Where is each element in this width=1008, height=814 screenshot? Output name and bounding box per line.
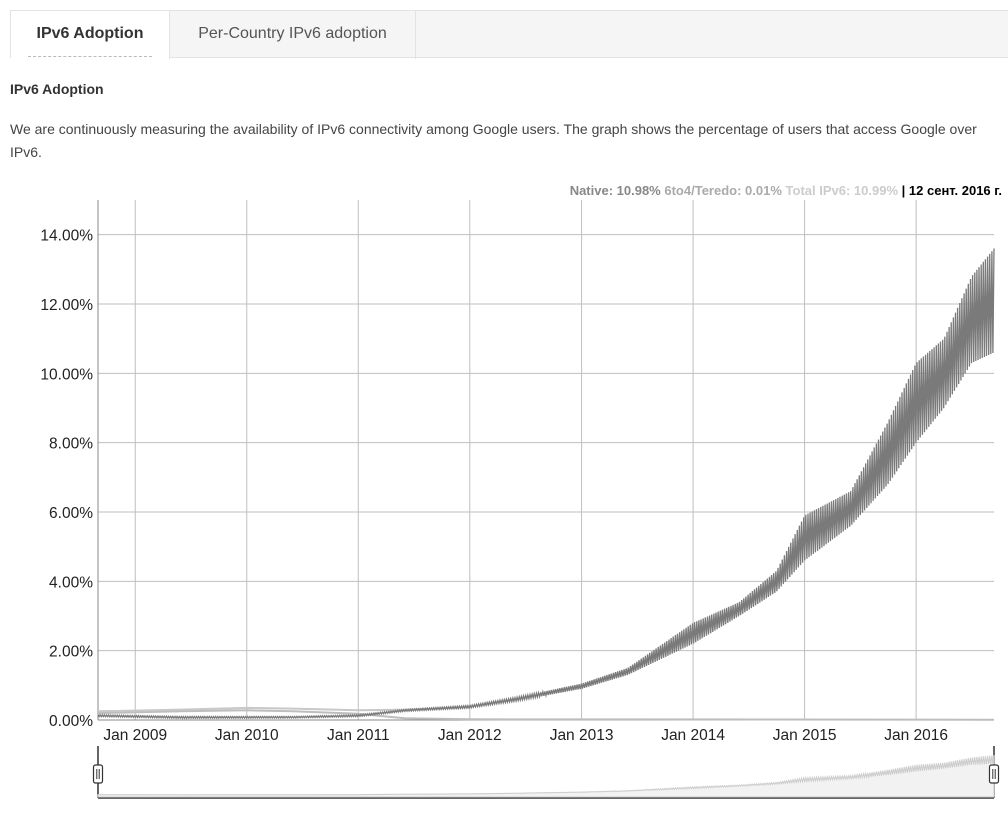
section-title: IPv6 Adoption [10, 81, 104, 97]
tab-ipv6-adoption[interactable]: IPv6 Adoption [11, 11, 170, 59]
y-tick-label: 10.00% [40, 366, 93, 383]
y-tick-label: 6.00% [49, 505, 93, 522]
y-tick-label: 12.00% [40, 297, 93, 314]
series-native-line [97, 248, 995, 720]
navigator-left-handle[interactable] [92, 764, 104, 784]
x-tick-label: Jan 2016 [884, 727, 948, 744]
active-tab-underline [28, 56, 152, 57]
tab-ipv6-adoption-label: IPv6 Adoption [36, 25, 144, 42]
x-tick-label: Jan 2012 [438, 727, 502, 744]
x-tick-label: Jan 2013 [550, 727, 614, 744]
x-tick-label: Jan 2015 [773, 727, 837, 744]
x-tick-label: Jan 2014 [661, 727, 725, 744]
legend-teredo: 6to4/Teredo: 0.01% [664, 183, 782, 198]
legend-native: Native: 10.98% [569, 183, 661, 198]
series-teredo-line [97, 709, 995, 721]
x-tick-label: Jan 2009 [103, 727, 167, 744]
legend-separator: | [901, 183, 906, 198]
x-tick-label: Jan 2011 [327, 727, 390, 744]
y-tick-label: 8.00% [49, 436, 93, 453]
chart-legend: Native: 10.98% 6to4/Teredo: 0.01% Total … [570, 183, 1002, 198]
y-tick-label: 4.00% [49, 574, 93, 591]
y-tick-label: 14.00% [40, 228, 93, 245]
section-description: We are continuously measuring the availa… [10, 121, 977, 160]
tab-per-country[interactable]: Per-Country IPv6 adoption [170, 11, 416, 59]
tab-bar: IPv6 Adoption Per-Country IPv6 adoption [10, 10, 1008, 59]
navigator-series-area [97, 755, 995, 798]
x-tick-label: Jan 2010 [215, 727, 279, 744]
y-tick-label: 0.00% [49, 713, 93, 730]
tab-per-country-label: Per-Country IPv6 adoption [198, 25, 387, 42]
legend-total: Total IPv6: 10.99% [785, 183, 899, 198]
legend-date: 12 сент. 2016 г. [908, 183, 1002, 198]
y-tick-label: 2.00% [49, 644, 93, 661]
navigator-right-handle[interactable] [988, 764, 1000, 784]
